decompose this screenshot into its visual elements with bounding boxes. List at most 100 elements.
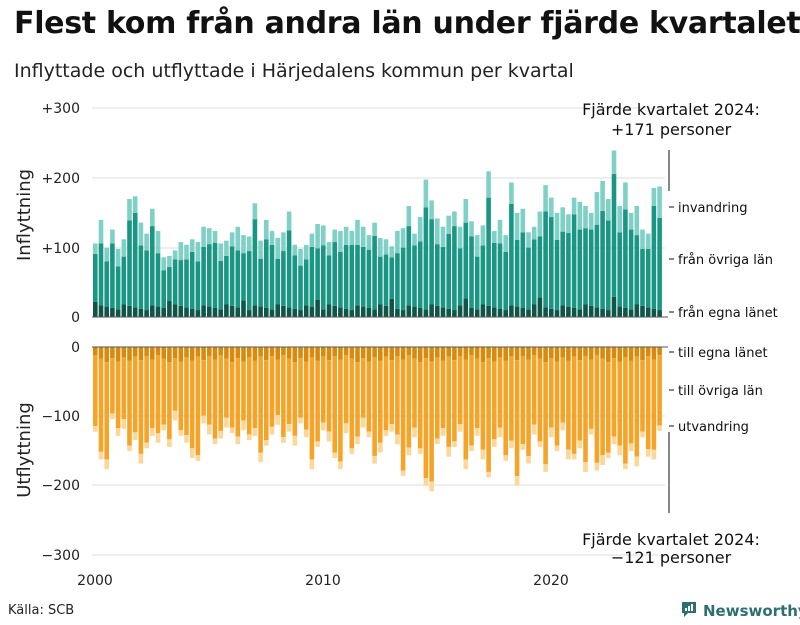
bar-in-ovriga — [571, 214, 577, 308]
bar-in-invandring — [406, 205, 412, 227]
bar-in-ovriga — [452, 226, 457, 311]
bar-in-ovriga — [617, 232, 622, 307]
bar-in-invandring — [138, 222, 144, 246]
bar-in-egna — [161, 307, 166, 317]
bar-out-ovriga — [520, 356, 526, 445]
bar-out-egna — [172, 347, 178, 359]
bar-in-egna — [281, 305, 286, 317]
bar-in-invandring — [429, 200, 434, 220]
bar-in-ovriga — [269, 244, 275, 310]
bar-in-invandring — [657, 186, 662, 218]
bar-out-ovriga — [657, 355, 662, 426]
bar-in-ovriga — [167, 267, 172, 302]
bar-in-egna — [520, 307, 526, 317]
inflow-bars — [93, 150, 662, 317]
bar-out-utvandring — [155, 433, 161, 443]
bar-out-egna — [235, 347, 241, 359]
bar-out-egna — [492, 347, 497, 362]
bar-in-egna — [554, 310, 560, 317]
bar-in-egna — [93, 301, 98, 317]
bar-in-invandring — [110, 229, 115, 244]
bar-out-utvandring — [104, 459, 109, 470]
legend-outflow: till egna länet till övriga län utvandri… — [669, 346, 768, 435]
bar-in-ovriga — [372, 235, 377, 310]
bar-out-utvandring — [115, 428, 121, 436]
bar-in-invandring — [286, 211, 292, 231]
bar-out-ovriga — [469, 355, 474, 446]
bar-in-ovriga — [412, 245, 417, 307]
bar-in-invandring — [617, 205, 622, 233]
brand-logo[interactable]: Newsworthy — [680, 600, 800, 622]
bar-in-invandring — [349, 230, 355, 245]
bar-out-ovriga — [457, 356, 463, 425]
bar-out-utvandring — [207, 424, 212, 435]
bar-out-egna — [115, 347, 121, 362]
bar-in-ovriga — [132, 212, 138, 308]
bar-out-egna — [526, 347, 531, 360]
bar-out-egna — [167, 347, 172, 363]
bar-out-ovriga — [178, 361, 184, 431]
bar-in-egna — [292, 308, 298, 317]
bar-out-ovriga — [617, 361, 622, 446]
annotation-bottom-line1: Fjärde kvartalet 2024: — [582, 530, 760, 549]
bar-out-utvandring — [503, 455, 508, 461]
bar-in-egna — [406, 305, 412, 317]
bar-out-utvandring — [172, 410, 178, 421]
bar-in-invandring — [423, 179, 429, 208]
bar-out-utvandring — [628, 443, 634, 452]
bar-out-utvandring — [469, 445, 474, 452]
bar-out-ovriga — [429, 361, 434, 482]
bar-out-utvandring — [360, 417, 366, 428]
bar-out-ovriga — [258, 356, 263, 453]
bar-in-invandring — [207, 228, 212, 245]
bar-out-ovriga — [127, 360, 132, 446]
bar-out-ovriga — [566, 360, 571, 450]
bar-in-egna — [452, 310, 457, 317]
bar-in-egna — [127, 305, 132, 317]
bar-out-egna — [446, 347, 451, 357]
bar-in-egna — [611, 296, 617, 317]
bar-in-ovriga — [395, 253, 400, 309]
bar-in-egna — [486, 305, 491, 317]
bar-out-utvandring — [161, 424, 166, 431]
bar-in-egna — [349, 310, 355, 317]
bar-in-egna — [571, 307, 577, 317]
bar-out-ovriga — [349, 358, 355, 449]
bar-out-utvandring — [514, 476, 520, 486]
bar-in-egna — [503, 310, 508, 317]
bar-out-egna — [218, 347, 223, 356]
bar-in-invandring — [469, 221, 474, 237]
bar-out-egna — [315, 347, 320, 361]
bar-out-egna — [594, 347, 600, 356]
bar-in-egna — [326, 304, 332, 317]
y-tick-label: −200 — [42, 478, 80, 494]
bar-in-egna — [457, 305, 463, 317]
bar-out-utvandring — [594, 462, 600, 471]
bar-in-egna — [121, 304, 127, 317]
bar-in-invandring — [167, 255, 172, 268]
bar-out-ovriga — [303, 361, 309, 430]
bar-out-egna — [617, 347, 622, 362]
bar-in-invandring — [463, 199, 469, 223]
bar-out-ovriga — [474, 358, 480, 429]
bar-in-egna — [144, 310, 149, 317]
bar-out-egna — [269, 347, 275, 357]
bar-in-invandring — [189, 239, 195, 252]
bar-in-invandring — [172, 250, 178, 260]
bar-out-utvandring — [617, 445, 622, 456]
bar-out-utvandring — [269, 426, 275, 435]
bar-in-egna — [423, 309, 429, 317]
bar-out-egna — [110, 347, 115, 359]
bar-in-ovriga — [207, 244, 212, 307]
bar-out-egna — [628, 347, 634, 361]
bar-out-egna — [258, 347, 263, 357]
legend-till-egna-lanet: till egna länet — [678, 346, 768, 361]
bar-out-utvandring — [583, 462, 588, 472]
bar-out-egna — [138, 347, 144, 361]
bar-out-ovriga — [606, 362, 611, 453]
bar-out-utvandring — [474, 428, 480, 436]
bar-in-egna — [623, 307, 628, 317]
bar-in-ovriga — [321, 245, 326, 310]
bar-out-egna — [623, 347, 628, 358]
bar-out-utvandring — [138, 453, 144, 464]
